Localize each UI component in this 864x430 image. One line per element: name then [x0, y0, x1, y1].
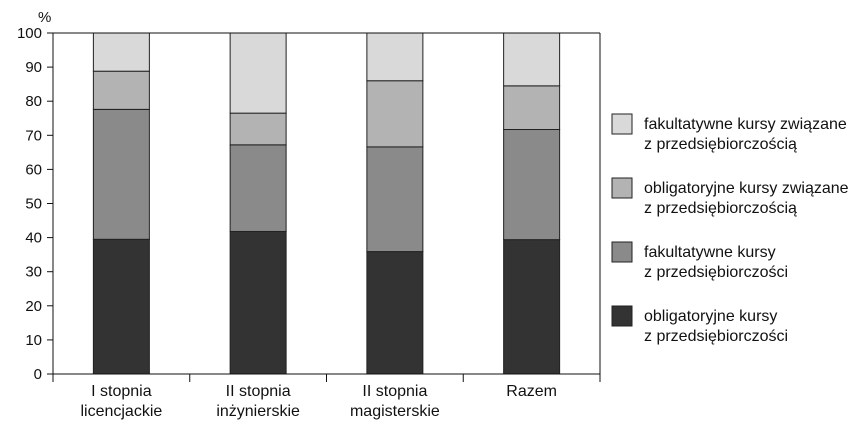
y-tick-label-1: 10 — [25, 332, 42, 349]
bar-segment-0-3 — [92, 32, 150, 72]
category-label-2: II stopnia magisterskie — [350, 383, 440, 420]
legend-swatch-3 — [611, 305, 633, 327]
bar-segment-3-3 — [503, 32, 561, 87]
bars-group — [92, 32, 561, 375]
bar-segment-0-1 — [92, 108, 150, 240]
y-axis-unit-label: % — [38, 9, 51, 26]
category-label-1: II stopnia inżynierskie — [216, 383, 300, 420]
bar-segment-1-3 — [229, 32, 287, 114]
bar-segment-3-0 — [503, 239, 561, 375]
bar-segment-2-1 — [366, 146, 424, 253]
category-label-3: Razem — [506, 383, 557, 400]
bar-segment-1-0 — [229, 230, 287, 375]
legend: fakultatywne kursy związane z przedsiębio… — [611, 113, 849, 345]
y-tick-label-7: 70 — [25, 127, 42, 144]
bar-segment-3-1 — [503, 129, 561, 241]
y-tick-label-2: 20 — [25, 298, 42, 315]
legend-label-2: fakultatywne kursy z przedsiębiorczości — [644, 244, 788, 281]
bar-segment-2-2 — [366, 80, 424, 148]
legend-swatch-0 — [611, 113, 633, 135]
y-tick-label-8: 80 — [25, 93, 42, 110]
bar-segment-2-3 — [366, 32, 424, 82]
y-tick-label-6: 60 — [25, 161, 42, 178]
y-tick-label-10: 100 — [17, 25, 42, 42]
bar-segment-3-2 — [503, 85, 561, 131]
y-tick-label-0: 0 — [34, 366, 42, 383]
y-ticks-group: 0 10 20 30 40 50 60 70 80 90 100 — [17, 25, 53, 383]
legend-swatch-2 — [611, 241, 633, 263]
bar-segment-1-2 — [229, 112, 287, 146]
y-tick-label-4: 40 — [25, 230, 42, 247]
legend-swatch-1 — [611, 177, 633, 199]
y-tick-label-9: 90 — [25, 59, 42, 76]
bar-segment-0-2 — [92, 70, 150, 110]
y-tick-label-3: 30 — [25, 264, 42, 281]
legend-label-0: fakultatywne kursy związane z przedsiębio… — [644, 116, 847, 153]
bar-segment-0-0 — [92, 238, 150, 375]
y-tick-label-5: 50 — [25, 196, 42, 213]
bar-segment-2-0 — [366, 251, 424, 375]
category-label-0: I stopnia licencjackie — [80, 383, 162, 420]
axes-group — [52, 32, 601, 382]
category-labels-group: I stopnia licencjackie II stopnia inżyniers… — [80, 383, 557, 420]
legend-label-1: obligatoryjne kursy związane z przedsiębi… — [644, 180, 849, 217]
bar-segment-1-1 — [229, 144, 287, 232]
legend-label-3: obligatoryjne kursy z przedsiębiorczości — [644, 308, 788, 345]
